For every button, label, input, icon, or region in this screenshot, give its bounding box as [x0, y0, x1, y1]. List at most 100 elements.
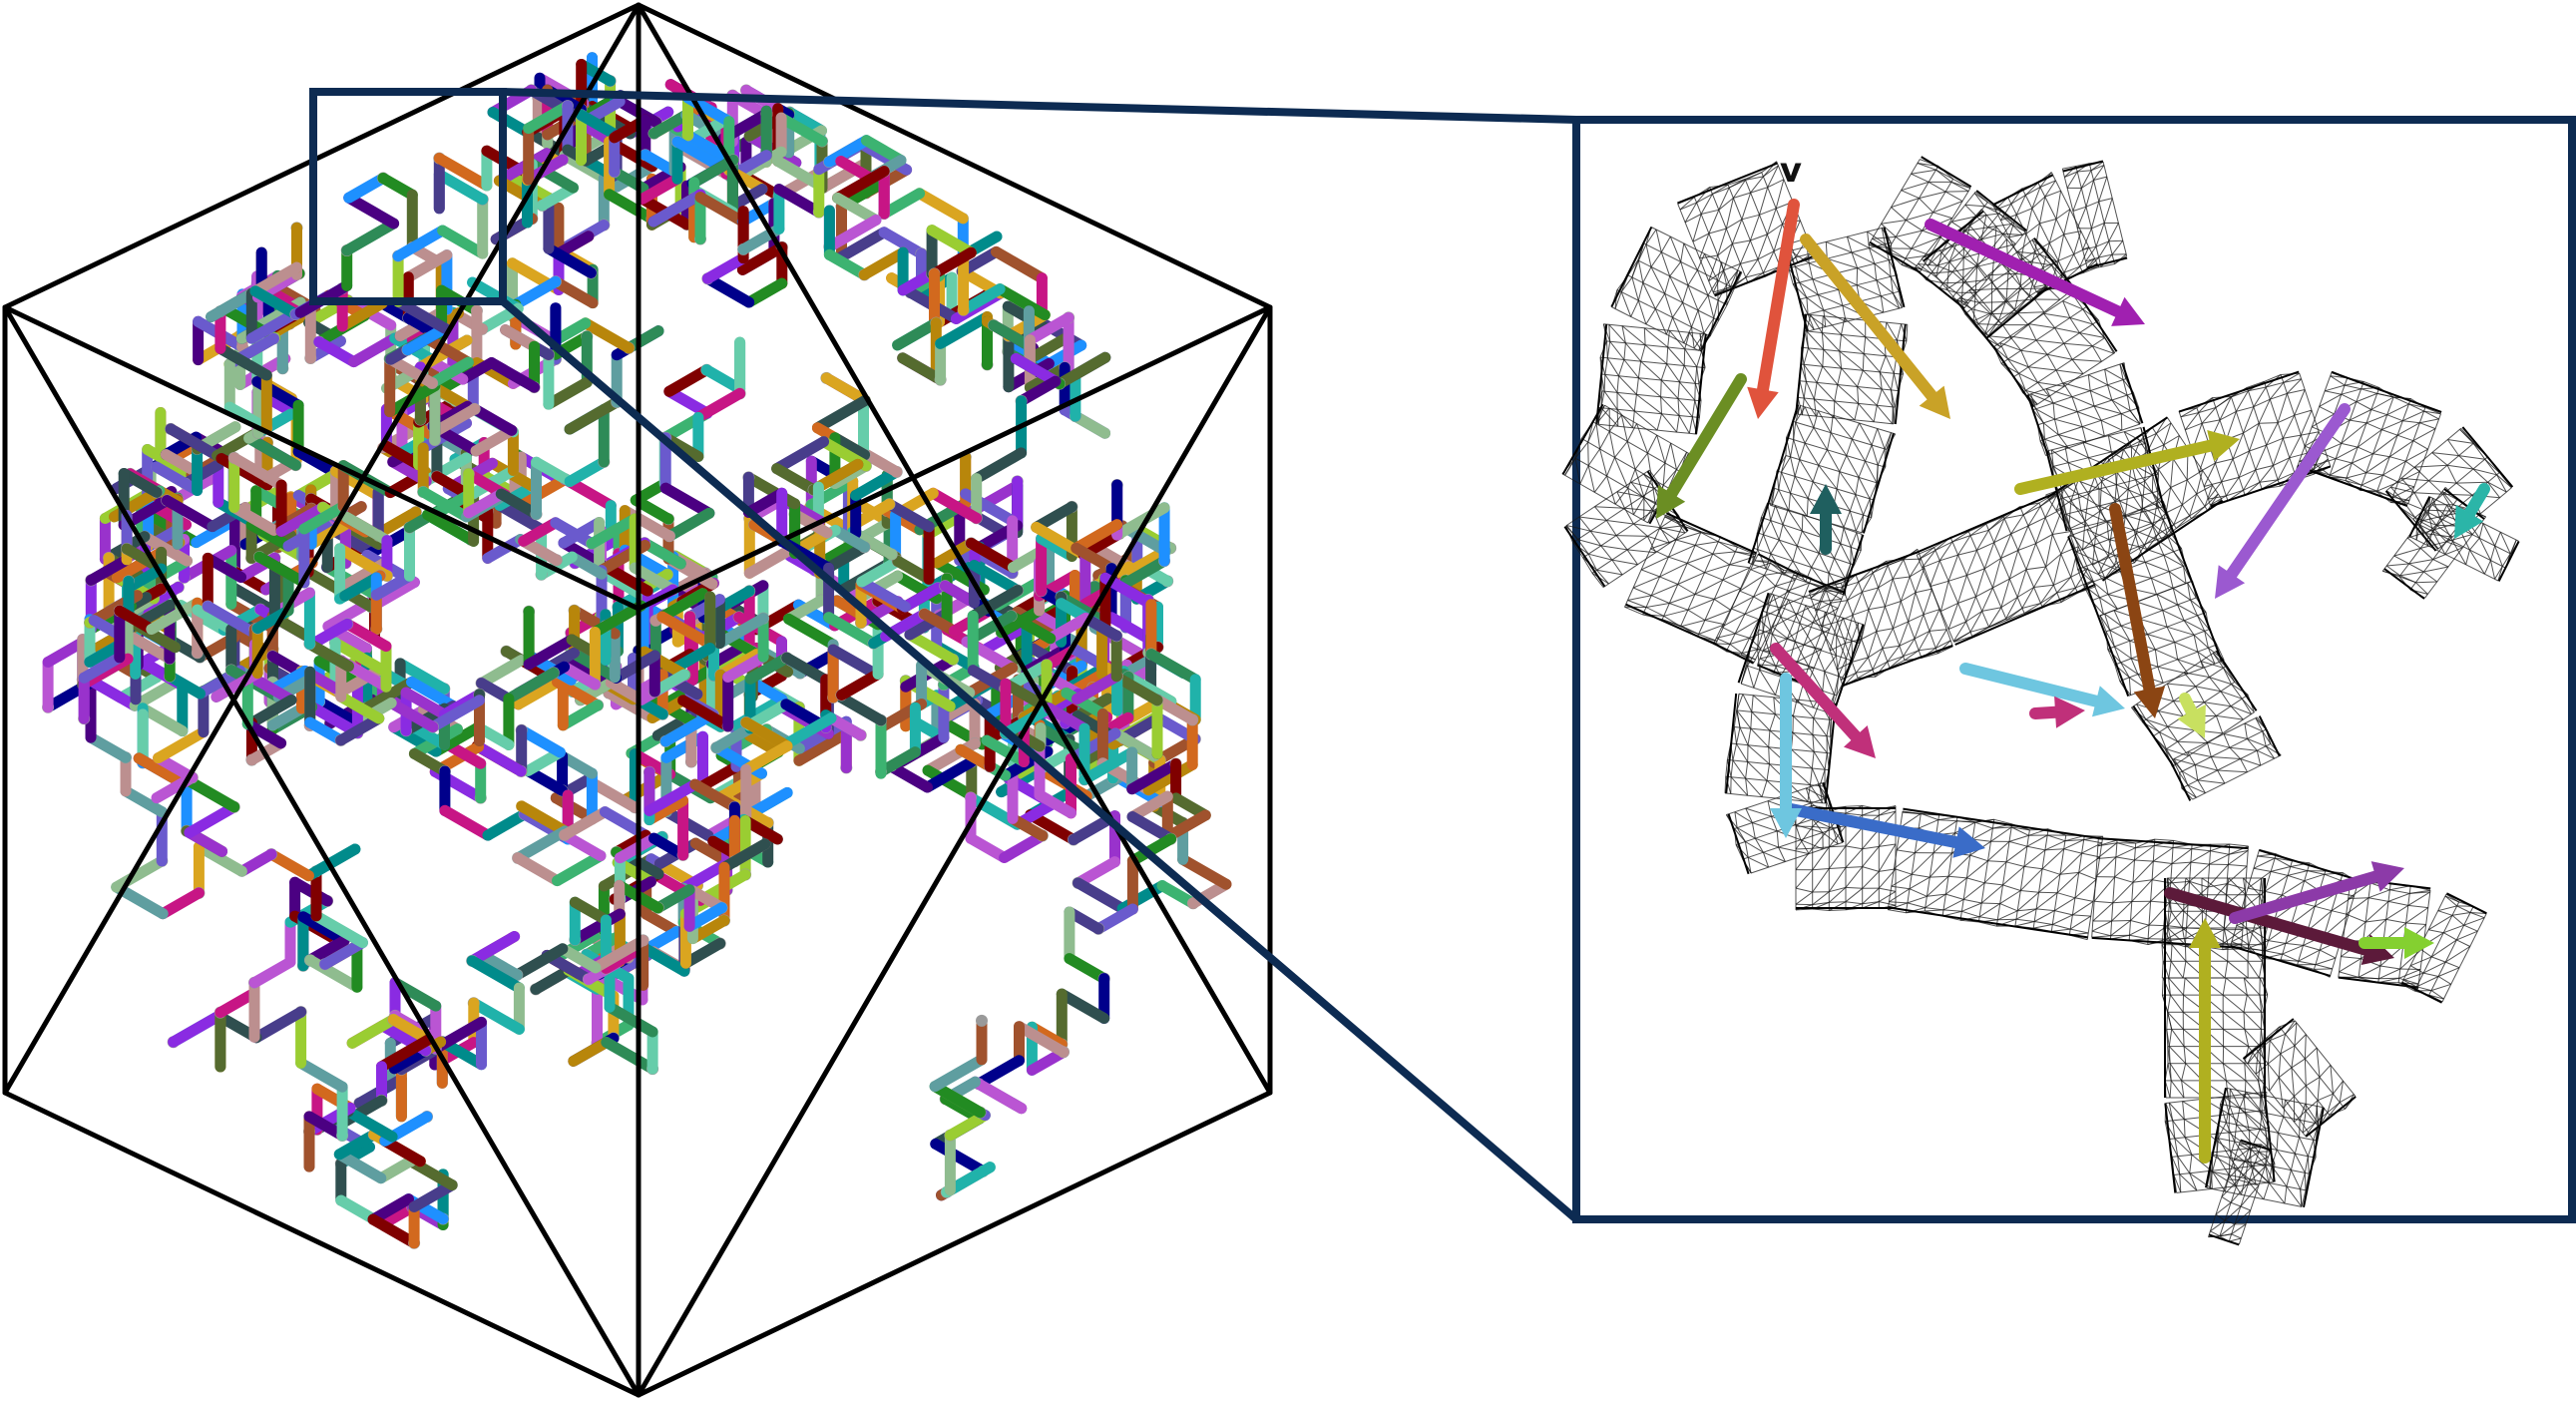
- chain-segment: [700, 364, 746, 395]
- chain-segment: [482, 534, 527, 564]
- chain-segment: [793, 727, 852, 766]
- chain-segment: [191, 514, 240, 549]
- chain-segment: [85, 731, 132, 763]
- chain-segment: [550, 517, 598, 550]
- mesh-edge: [2437, 548, 2439, 550]
- chain-segment: [85, 554, 133, 586]
- chain-segment: [304, 935, 350, 966]
- chain-segment: [1177, 853, 1232, 890]
- chain-segment: [1111, 502, 1170, 541]
- mesh-edge: [1616, 409, 1619, 427]
- chain-segment: [486, 357, 540, 393]
- chain-segment: [722, 651, 769, 683]
- chain-segment: [1031, 501, 1077, 533]
- chain-segment: [466, 955, 525, 994]
- chain-segment: [377, 173, 418, 201]
- chain-segment: [427, 695, 485, 732]
- chain-segment: [1072, 671, 1122, 704]
- chain-segment: [629, 562, 678, 596]
- chain-segment: [644, 794, 689, 826]
- chain-segment: [511, 943, 569, 981]
- chain-segment: [652, 884, 695, 914]
- chain-segment: [904, 608, 953, 641]
- chain-segment: [379, 1135, 426, 1168]
- chain-segment: [892, 317, 942, 351]
- chain-segment: [248, 673, 297, 705]
- chain-segment: [333, 1129, 380, 1161]
- chain-segment: [304, 954, 363, 993]
- chain-segment: [157, 887, 205, 920]
- chain-segment: [420, 332, 474, 368]
- chain-segment: [518, 517, 562, 547]
- chain-segment: [518, 535, 563, 566]
- chain-segment: [306, 701, 363, 738]
- chain-segment: [429, 403, 481, 438]
- chain-segment: [971, 447, 1028, 485]
- mesh-edge: [1945, 191, 1969, 193]
- chain-segment: [970, 1076, 1028, 1115]
- mesh-edge: [1603, 374, 1606, 392]
- chain-segment: [559, 829, 607, 862]
- chain-segment: [120, 785, 168, 818]
- chain-segment: [426, 356, 474, 389]
- chain-segment: [580, 317, 635, 354]
- chain-segment: [512, 852, 563, 887]
- chain-segment: [153, 726, 210, 764]
- chain-segment: [568, 1037, 613, 1067]
- chain-segment: [659, 482, 715, 519]
- chain-segment: [329, 637, 387, 675]
- chain-segment: [1111, 672, 1163, 706]
- chain-segment: [361, 677, 417, 713]
- chain-segment: [1105, 612, 1154, 645]
- chain-segment: [516, 724, 566, 758]
- chain-segment: [495, 488, 542, 520]
- chain-segment: [1145, 649, 1201, 686]
- chain-segment: [552, 850, 607, 887]
- chain-segment: [503, 667, 560, 704]
- chain-segment: [697, 760, 742, 792]
- chain-segment: [1064, 953, 1110, 985]
- chain-segment: [335, 691, 385, 724]
- chain-segment: [370, 570, 415, 601]
- chain-segment: [914, 188, 969, 225]
- chain-segment: [211, 668, 263, 702]
- chain-segment: [151, 461, 204, 496]
- chain-segment: [743, 277, 788, 308]
- chain-segment: [543, 376, 593, 410]
- chain-segment: [825, 712, 867, 741]
- chain-segment: [422, 509, 480, 547]
- chain-segment: [137, 702, 189, 737]
- mesh-edge: [2120, 413, 2123, 431]
- chain-segment: [241, 718, 287, 749]
- chain-segment: [303, 1111, 348, 1142]
- chain-segment: [335, 712, 385, 746]
- chain-segment: [206, 287, 257, 322]
- chain-segment: [1073, 877, 1128, 914]
- mesh-edge: [1700, 332, 1706, 335]
- chain-segment: [235, 848, 277, 877]
- chain-segment: [470, 424, 518, 457]
- chain-segment: [463, 488, 507, 519]
- chain-segment: [153, 752, 199, 783]
- chain-segment: [513, 677, 563, 710]
- chain-segment: [644, 778, 701, 816]
- mesh-edge: [2415, 581, 2437, 584]
- chain-segment: [487, 107, 534, 138]
- chain-segment: [701, 272, 755, 308]
- chain-segment: [566, 551, 608, 580]
- chain-segment: [250, 1006, 307, 1044]
- chain-segment: [298, 500, 349, 535]
- chain-segment: [522, 765, 569, 796]
- chain-segment: [494, 500, 548, 535]
- mesh-edge: [1717, 279, 1719, 301]
- chain-segment: [367, 1213, 420, 1249]
- chain-segment: [473, 740, 527, 777]
- chain-segment: [550, 792, 598, 824]
- chain-segment: [402, 322, 451, 356]
- chain-segment: [408, 1179, 458, 1212]
- chain-segment: [999, 830, 1049, 863]
- chain-segment: [569, 896, 612, 926]
- chain-segment: [590, 934, 649, 974]
- chain-segment: [569, 908, 626, 946]
- chain-segment: [310, 910, 368, 949]
